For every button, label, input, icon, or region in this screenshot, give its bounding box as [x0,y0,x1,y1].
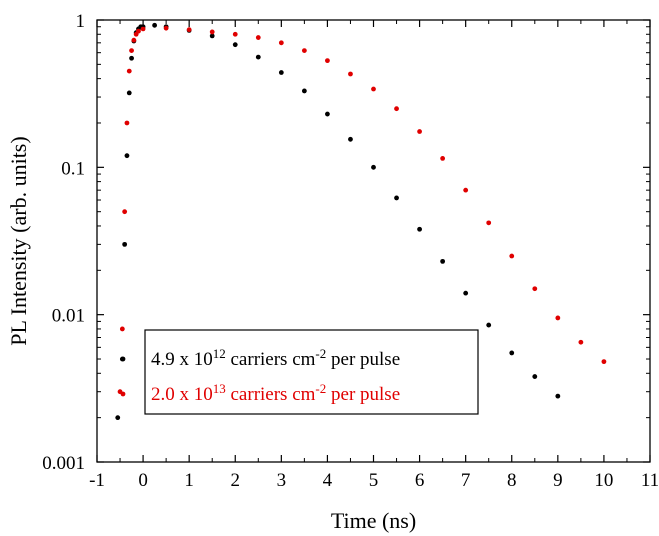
x-tick-label: 9 [553,470,563,491]
series-layer [115,22,607,421]
data-point [348,136,353,142]
data-point [509,350,515,356]
data-point [601,359,607,365]
data-point [186,27,192,33]
data-point [325,111,330,117]
data-point [126,68,132,74]
legend-entry: 4.9 x 1012 carriers cm-2 per pulse [151,346,400,371]
data-point [301,88,307,94]
data-point [532,374,538,379]
data-point [255,54,261,60]
data-point [278,70,284,75]
data-point [486,220,492,226]
x-tick-label: 7 [461,470,471,491]
data-point [129,55,134,61]
data-point [152,22,158,28]
x-tick-label: -1 [89,470,105,491]
data-point [232,42,238,48]
data-point [555,315,561,321]
data-point [417,129,422,134]
data-point [232,31,238,37]
x-tick-label: 11 [641,470,659,491]
data-point [578,339,584,345]
data-point [301,48,307,53]
data-point [371,86,376,92]
legend-entry: 2.0 x 1013 carriers cm-2 per pulse [151,381,400,406]
x-tick-label: 2 [231,470,241,491]
data-point [532,286,538,292]
data-point [122,241,128,247]
legend: 4.9 x 1012 carriers cm-2 per pulse 2.0 x … [120,329,479,415]
data-point [371,164,376,170]
data-point [124,120,130,126]
data-point [209,33,215,39]
x-tick-label: 4 [323,470,333,491]
y-tick-label: 0.001 [42,453,85,474]
legend-box [144,329,479,415]
legend-marker [120,391,126,397]
data-point [124,153,130,159]
data-point [255,35,261,40]
x-tick-label: 5 [369,470,379,491]
x-tick-label: 8 [507,470,517,491]
data-point [463,290,469,296]
data-point [163,25,169,31]
x-tick-label: 1 [184,470,194,491]
y-tick-label: 0.1 [61,158,85,179]
y-axis-label: PL Intensity (arb. units) [6,136,31,345]
legend-marker [120,356,126,362]
data-point [136,28,141,34]
data-point [348,71,353,77]
data-point [463,187,469,193]
ticks-layer: -1 0 1 2 3 4 5 6 7 8 9 10 11 0.001 0.01 0.1 1 [42,11,659,491]
data-point [209,29,215,35]
x-tick-label: 6 [415,470,425,491]
data-point [555,393,561,399]
data-point [126,90,132,96]
data-point [440,258,446,264]
x-tick-label: 0 [138,470,148,491]
data-point [417,226,422,232]
data-point [486,322,492,328]
x-tick-label: 10 [594,470,613,491]
x-axis-label: Time (ns) [331,508,416,533]
data-point [278,40,284,46]
data-point [325,58,330,64]
data-point [129,48,134,53]
data-point [440,155,446,161]
data-point [394,195,399,201]
x-tick-label: 3 [277,470,287,491]
data-point [509,253,515,259]
data-point [394,106,399,112]
y-tick-label: 0.01 [52,306,85,327]
data-point [119,326,125,332]
data-point [122,209,128,215]
data-point [131,37,137,43]
data-point [140,26,146,32]
y-tick-label: 1 [76,11,86,32]
data-point [115,415,121,421]
series-2 [117,25,607,395]
